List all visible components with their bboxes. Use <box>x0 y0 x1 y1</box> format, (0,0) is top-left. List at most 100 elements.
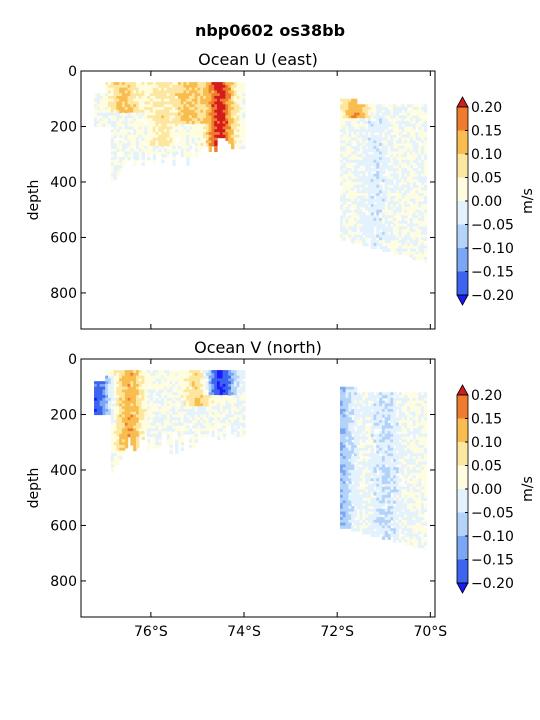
field-cell <box>163 107 168 111</box>
field-cell <box>359 508 363 513</box>
field-cell <box>180 118 185 122</box>
field-cell <box>228 397 232 402</box>
field-cell <box>149 115 154 119</box>
field-cell <box>384 115 389 119</box>
field-cell <box>149 389 154 393</box>
field-cell <box>339 467 344 471</box>
field-cell <box>191 425 196 429</box>
field-cell <box>351 201 355 205</box>
field-cell <box>155 101 159 105</box>
field-cell <box>175 120 179 125</box>
field-cell <box>230 370 235 374</box>
field-cell <box>133 123 137 128</box>
field-cell <box>119 372 123 377</box>
field-cell <box>197 392 201 396</box>
field-cell <box>376 112 380 116</box>
field-cell <box>214 422 218 427</box>
field-cell <box>133 98 137 103</box>
field-cell <box>205 90 210 94</box>
field-cell <box>186 378 190 382</box>
field-cell <box>108 118 112 122</box>
field-cell <box>141 154 145 158</box>
field-cell <box>189 389 193 393</box>
field-cell <box>155 82 159 86</box>
field-cell <box>180 378 185 382</box>
field-cell <box>119 87 123 92</box>
field-cell <box>401 132 405 136</box>
field-cell <box>135 370 140 374</box>
field-cell <box>367 531 372 535</box>
field-cell <box>359 115 363 119</box>
field-cell <box>169 445 173 449</box>
field-cell <box>345 414 349 418</box>
field-cell <box>393 237 397 241</box>
field-cell <box>373 503 377 507</box>
field-cell <box>367 107 372 111</box>
field-cell <box>415 162 419 166</box>
field-cell <box>161 392 165 396</box>
field-cell <box>339 469 344 474</box>
field-cell <box>166 151 171 155</box>
field-cell <box>211 433 215 438</box>
field-cell <box>222 132 226 136</box>
field-cell <box>172 386 176 391</box>
field-cell <box>362 442 366 446</box>
field-cell <box>172 406 176 410</box>
field-cell <box>135 428 140 432</box>
field-cell <box>130 389 134 393</box>
field-cell <box>339 458 344 463</box>
field-cell <box>365 129 369 133</box>
field-cell <box>345 123 349 128</box>
field-cell <box>124 101 129 105</box>
field-cell <box>376 531 380 535</box>
field-cell <box>102 118 106 122</box>
field-cell <box>163 408 168 413</box>
field-cell <box>418 162 422 166</box>
field-cell <box>116 420 120 424</box>
field-cell <box>348 162 352 166</box>
field-cell <box>133 109 137 114</box>
field-cell <box>345 445 349 449</box>
field-cell <box>423 251 428 255</box>
field-cell <box>384 248 389 252</box>
field-cell <box>356 478 361 482</box>
field-cell <box>155 411 159 416</box>
field-cell <box>147 431 151 435</box>
field-cell <box>116 389 120 393</box>
field-cell <box>161 95 165 100</box>
field-cell <box>362 109 366 114</box>
field-cell <box>407 148 411 153</box>
field-cell <box>387 461 391 466</box>
field-cell <box>175 84 179 89</box>
field-cell <box>359 467 363 471</box>
field-cell <box>365 126 369 130</box>
field-cell <box>412 206 417 211</box>
field-cell <box>144 378 148 382</box>
field-cell <box>169 126 173 130</box>
field-cell <box>135 126 140 130</box>
field-cell <box>401 243 405 247</box>
field-cell <box>342 508 347 513</box>
field-cell <box>421 229 425 233</box>
field-cell <box>147 101 151 105</box>
field-cell <box>135 411 140 416</box>
field-cell <box>384 472 389 477</box>
field-cell <box>395 181 400 186</box>
field-cell <box>359 417 363 421</box>
field-cell <box>186 425 190 429</box>
field-cell <box>217 420 221 424</box>
field-cell <box>356 118 361 122</box>
field-cell <box>376 148 380 153</box>
field-cell <box>370 187 375 191</box>
field-cell <box>163 93 168 97</box>
field-cell <box>379 528 383 532</box>
field-cell <box>147 433 151 438</box>
field-cell <box>211 95 215 100</box>
field-cell <box>149 411 154 416</box>
field-cell <box>105 90 109 94</box>
field-cell <box>401 137 405 141</box>
field-cell <box>119 93 123 97</box>
field-cell <box>381 115 386 119</box>
field-cell <box>230 132 235 136</box>
field-cell <box>141 129 145 133</box>
